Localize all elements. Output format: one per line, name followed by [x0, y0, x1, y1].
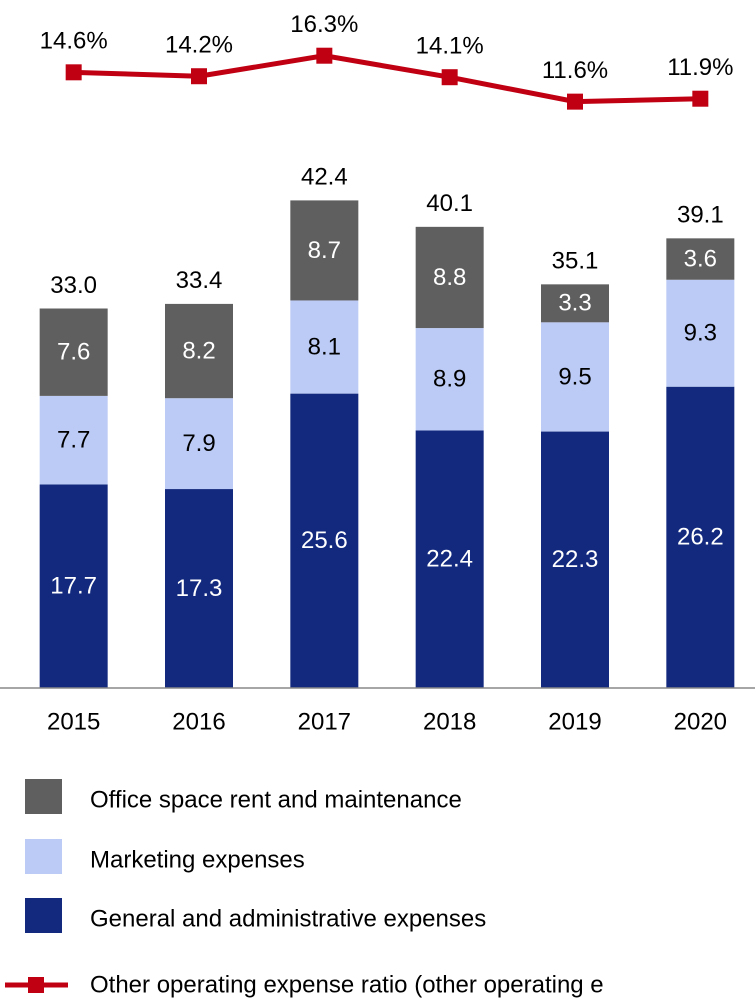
x-tick-label: 2018 — [423, 708, 476, 735]
total-label: 42.4 — [301, 164, 348, 191]
total-label: 40.1 — [426, 190, 473, 217]
segment-label: 7.6 — [57, 339, 90, 366]
segment-label: 7.9 — [182, 430, 215, 457]
segment-label: 8.9 — [433, 366, 466, 393]
ratio-marker — [692, 90, 709, 107]
segment-label: 8.8 — [433, 264, 466, 291]
x-tick-label: 2015 — [47, 708, 100, 735]
bar-segment — [290, 200, 359, 301]
legend-marker — [28, 977, 44, 993]
bar-segment — [39, 308, 108, 396]
bar-segment — [666, 279, 735, 387]
ratio-label: 14.2% — [165, 32, 233, 59]
ratio-marker — [567, 93, 583, 110]
bar-segment — [666, 238, 735, 280]
x-tick-label: 2019 — [548, 708, 601, 735]
bar-segment — [290, 300, 359, 394]
x-tick-label: 2016 — [172, 708, 225, 735]
ratio-label: 11.6% — [542, 57, 608, 84]
total-label: 33.4 — [176, 267, 223, 294]
segment-label: 8.2 — [182, 337, 215, 364]
x-tick-label: 2017 — [298, 708, 351, 735]
ratio-marker — [316, 47, 333, 64]
legend-swatch — [25, 839, 62, 874]
bar-segment — [415, 328, 484, 431]
total-label: 33.0 — [50, 272, 97, 299]
ratio-marker — [441, 69, 458, 86]
bar-segment — [541, 322, 609, 432]
bar-segment — [165, 398, 233, 490]
segment-label: 17.3 — [176, 575, 223, 602]
segment-label: 8.7 — [308, 237, 341, 264]
bar-segment — [541, 431, 609, 688]
ratio-marker — [65, 64, 82, 81]
bar-segment — [165, 303, 233, 399]
segment-label: 17.7 — [50, 573, 97, 600]
ratio-label: 16.3% — [290, 11, 358, 38]
ratio-line — [73, 53, 701, 105]
segment-label: 9.3 — [684, 320, 717, 347]
segment-label: 7.7 — [57, 427, 90, 454]
bar-segment — [666, 386, 735, 688]
legend-swatch — [25, 898, 62, 933]
bar-segment — [165, 489, 233, 688]
x-tick-label: 2020 — [674, 708, 727, 735]
segment-label: 22.3 — [552, 546, 599, 573]
segment-label: 3.3 — [558, 290, 591, 317]
ratio-label: 14.1% — [416, 33, 484, 60]
total-label: 39.1 — [677, 202, 724, 229]
ratio-label: 14.6% — [40, 28, 108, 55]
legend-swatch — [25, 779, 62, 814]
bar-segment — [415, 430, 484, 688]
bar-segment — [415, 226, 484, 329]
segment-label: 3.6 — [684, 245, 717, 272]
legend-label: General and administrative expenses — [90, 905, 486, 932]
segment-label: 22.4 — [426, 546, 473, 573]
segment-label: 26.2 — [677, 524, 724, 551]
segment-label: 25.6 — [301, 527, 348, 554]
bar-segment — [541, 284, 609, 323]
total-label: 35.1 — [552, 248, 599, 275]
bar-segment — [39, 484, 108, 688]
legend-label: Office space rent and maintenance — [90, 786, 462, 813]
segment-label: 9.5 — [558, 363, 591, 390]
ratio-label: 11.9% — [667, 54, 733, 81]
legend-label: Other operating expense ratio (other ope… — [90, 971, 604, 998]
bar-segment — [290, 393, 359, 688]
legend-label: Marketing expenses — [90, 846, 305, 873]
segment-label: 8.1 — [308, 333, 341, 360]
ratio-marker — [191, 68, 207, 85]
bar-segment — [39, 395, 108, 485]
